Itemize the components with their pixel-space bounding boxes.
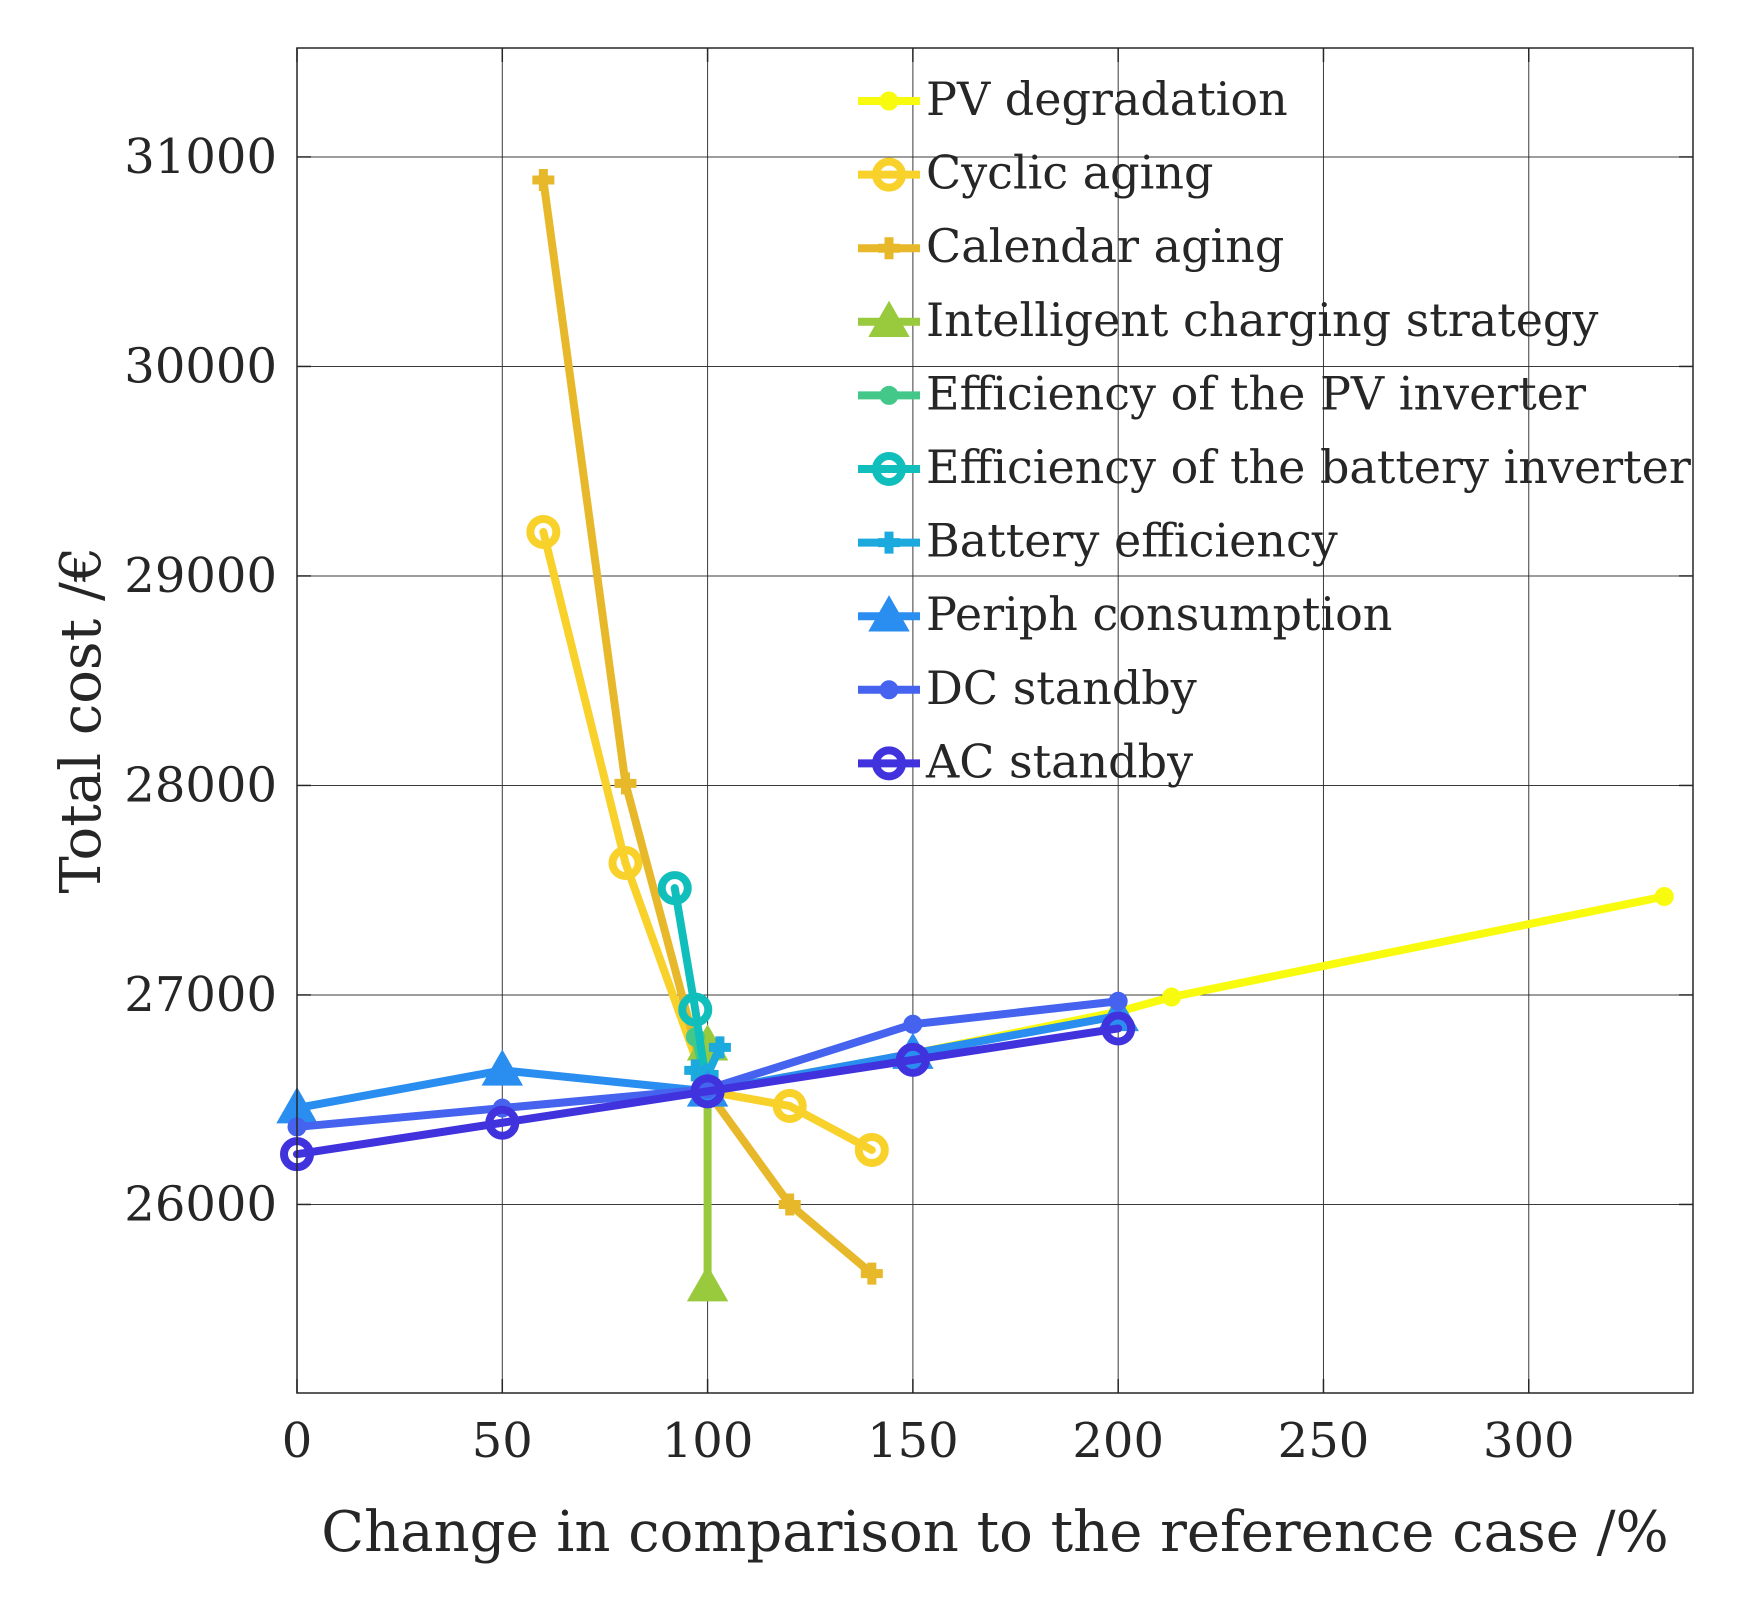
x-tick-label: 150 xyxy=(867,1413,959,1469)
data-point xyxy=(854,1132,889,1167)
legend-label: Cyclic aging xyxy=(926,146,1213,200)
data-point xyxy=(690,1074,725,1109)
plot-area xyxy=(297,48,1693,1393)
data-point xyxy=(895,1042,930,1077)
legend-entry: Calendar aging xyxy=(858,219,1284,273)
data-point xyxy=(481,1049,524,1086)
legend-swatch-marker xyxy=(878,531,900,554)
legend-swatch-marker xyxy=(879,680,899,700)
x-axis-title: Change in comparison to the reference ca… xyxy=(321,1500,1668,1565)
data-point xyxy=(526,514,561,549)
x-tick-label: 100 xyxy=(662,1413,754,1469)
y-tick-label: 28000 xyxy=(124,757,277,813)
y-tick-label: 30000 xyxy=(124,338,277,394)
legend-entry: Intelligent charging strategy xyxy=(858,293,1598,347)
legend-entry: Periph consumption xyxy=(858,587,1392,641)
legend-entry: Cyclic aging xyxy=(858,146,1213,200)
data-point xyxy=(708,1036,731,1059)
y-tick-label: 26000 xyxy=(124,1176,277,1232)
x-tick-label: 300 xyxy=(1483,1413,1575,1469)
x-tick-label: 200 xyxy=(1072,1413,1164,1469)
data-point xyxy=(614,772,637,795)
x-tick-label: 0 xyxy=(282,1413,313,1469)
series-layer xyxy=(276,168,1674,1302)
data-point xyxy=(1162,987,1182,1007)
legend-label: Intelligent charging strategy xyxy=(926,293,1598,347)
legend-swatch-marker xyxy=(868,300,910,338)
data-point xyxy=(485,1105,520,1140)
data-point xyxy=(678,992,713,1027)
data-point xyxy=(1654,886,1674,906)
legend-label: Periph consumption xyxy=(926,587,1392,641)
legend-swatch-marker xyxy=(872,452,906,486)
data-point xyxy=(1108,991,1128,1011)
y-axis-title: Total cost /€ xyxy=(49,547,114,894)
series-line xyxy=(293,1024,1123,1159)
data-point xyxy=(903,1014,923,1034)
legend-label: PV degradation xyxy=(926,72,1288,126)
legend-swatch-marker xyxy=(872,157,906,192)
legend-entry: Battery efficiency xyxy=(858,514,1338,568)
legend-label: Calendar aging xyxy=(926,219,1284,273)
data-point xyxy=(657,871,692,906)
legend-entry: Efficiency of the PV inverter xyxy=(858,366,1586,420)
legend-swatch-marker xyxy=(878,237,900,260)
legend-swatch-marker xyxy=(879,385,899,405)
series-9 xyxy=(280,1011,1136,1172)
data-point xyxy=(608,845,643,880)
legend-entry: AC standby xyxy=(858,734,1193,788)
grid xyxy=(296,48,1693,1393)
y-tick-label: 27000 xyxy=(124,967,277,1023)
data-point xyxy=(860,1262,883,1285)
legend-label: DC standby xyxy=(926,661,1197,715)
legend-label: Efficiency of the battery inverter xyxy=(926,440,1691,494)
legend: PV degradation Cyclic aging Calendar aging… xyxy=(858,72,1691,788)
y-tick-label: 31000 xyxy=(124,129,277,185)
legend-entry: Efficiency of the battery inverter xyxy=(858,440,1691,494)
legend-label: Efficiency of the PV inverter xyxy=(926,366,1586,420)
data-point xyxy=(1101,1011,1136,1046)
ticks: 0 50 100 150 200 250 300 26000 27000 28000 29000 30… xyxy=(124,48,1693,1469)
data-point xyxy=(772,1088,807,1123)
y-tick-label: 29000 xyxy=(124,548,277,604)
legend-label: AC standby xyxy=(925,734,1193,788)
x-tick-label: 50 xyxy=(472,1413,533,1469)
plot-frame xyxy=(296,47,1694,1394)
data-point xyxy=(778,1193,801,1216)
legend-entry: DC standby xyxy=(858,661,1197,715)
legend-swatch-marker xyxy=(868,595,910,632)
legend-label: Battery efficiency xyxy=(926,514,1338,568)
x-tick-label: 250 xyxy=(1278,1413,1370,1469)
data-point xyxy=(686,1265,729,1302)
legend-entry: PV degradation xyxy=(858,72,1288,126)
legend-swatch-marker xyxy=(872,746,906,781)
legend-swatch-marker xyxy=(879,91,899,111)
data-point xyxy=(532,168,555,191)
